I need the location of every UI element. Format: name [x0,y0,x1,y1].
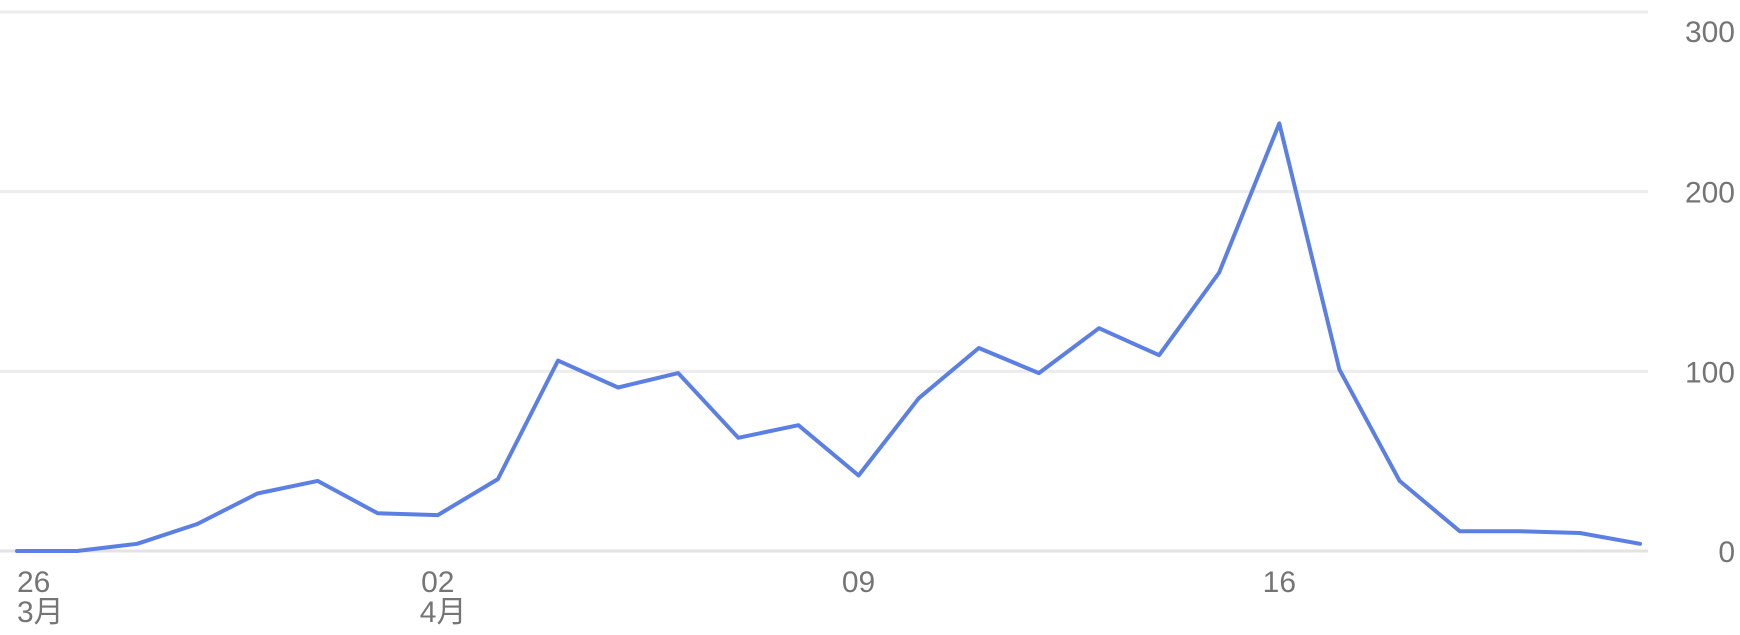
y-tick-label: 0 [1718,536,1735,569]
y-tick-label: 300 [1685,16,1735,49]
x-tick-label: 02 [421,566,454,599]
series-line [17,123,1640,551]
y-axis-tick-labels: 0 100 200 300 [1685,16,1735,569]
x-tick-label: 26 [17,566,50,599]
x-tick-label: 09 [842,566,875,599]
series-layer [17,123,1640,551]
y-tick-label: 100 [1685,356,1735,389]
x-tick-month-label: 4月 [420,596,467,629]
gridlines [0,12,1648,551]
y-tick-label: 200 [1685,177,1735,210]
x-tick-month-label: 3月 [17,596,64,629]
x-tick-label: 16 [1263,566,1296,599]
